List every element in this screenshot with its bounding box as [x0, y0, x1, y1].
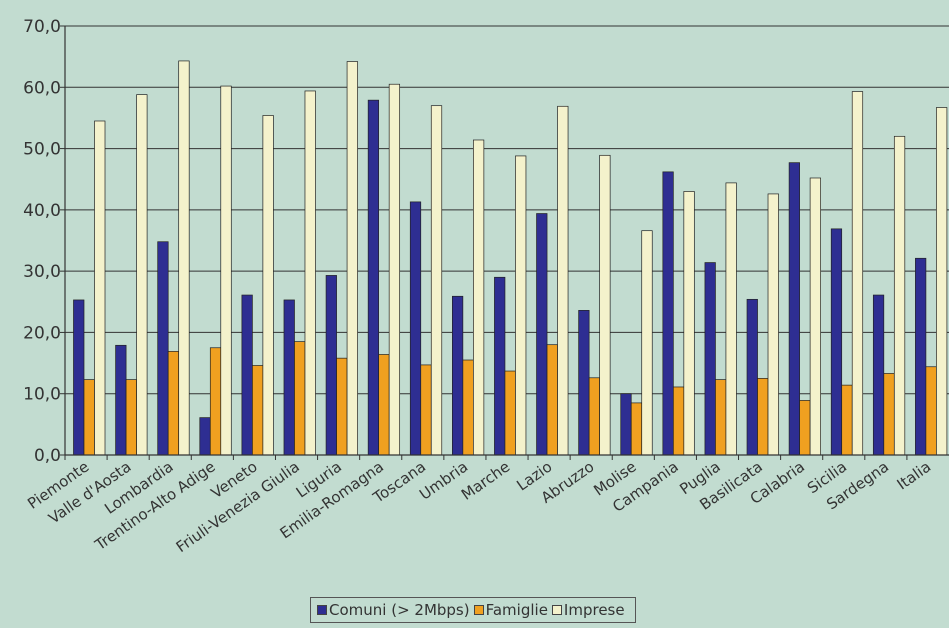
bar-imprese [683, 191, 695, 456]
bar-famiglie [336, 357, 348, 456]
bar-comuni [830, 228, 843, 456]
bar-famiglie [125, 379, 137, 456]
bar-famiglie [378, 354, 390, 456]
bar-imprese [473, 139, 485, 456]
legend-item-imprese: Imprese [551, 601, 625, 619]
y-tick-label: 20,0 [23, 323, 61, 343]
bar-imprese [220, 85, 232, 456]
bar-comuni [704, 262, 716, 456]
bar-comuni [746, 298, 758, 456]
bar-imprese [136, 94, 148, 456]
x-category-label: Marche [458, 458, 513, 504]
bar-famiglie [925, 366, 937, 456]
bar-comuni [241, 294, 253, 456]
legend-label-comuni: Comuni (> 2Mbps) [329, 601, 470, 619]
bars [73, 60, 948, 456]
bar-imprese [893, 135, 906, 456]
bar-famiglie [209, 347, 222, 456]
x-category-label: Italia [894, 458, 935, 494]
bar-comuni [73, 299, 85, 456]
bar-imprese [304, 90, 316, 456]
bar-imprese [851, 91, 864, 456]
bar-imprese [262, 115, 274, 456]
bar-imprese [599, 154, 611, 456]
bar-famiglie [757, 378, 769, 456]
bar-comuni [199, 417, 211, 456]
bar-comuni [662, 171, 674, 456]
legend: Comuni (> 2Mbps) Famiglie Imprese [310, 597, 636, 623]
bar-imprese [725, 182, 737, 456]
y-tick-label: 60,0 [23, 78, 61, 98]
bar-imprese [346, 61, 358, 456]
bar-famiglie [883, 373, 895, 456]
axes [64, 26, 949, 456]
bar-imprese [809, 177, 821, 456]
bar-imprese [767, 193, 779, 456]
legend-label-famiglie: Famiglie [485, 601, 548, 619]
bar-famiglie [462, 359, 474, 456]
bar-famiglie [546, 344, 558, 456]
bar-imprese [936, 107, 948, 456]
bar-famiglie [252, 365, 264, 456]
bar-famiglie [588, 377, 600, 456]
bar-famiglie [630, 402, 643, 456]
bar-comuni [578, 310, 590, 456]
bar-imprese [641, 230, 653, 456]
legend-swatch-imprese [551, 605, 562, 615]
bar-comuni [115, 344, 127, 456]
bar-comuni [283, 299, 295, 456]
bar-famiglie [294, 341, 306, 456]
y-tick-label: 10,0 [23, 385, 61, 405]
bar-imprese [94, 120, 106, 456]
bar-imprese [557, 105, 569, 456]
bar-comuni [325, 275, 337, 456]
bar-comuni [788, 162, 800, 456]
legend-label-imprese: Imprese [563, 601, 625, 619]
y-tick-label: 70,0 [23, 17, 61, 37]
bar-comuni [915, 257, 927, 456]
bar-comuni [620, 393, 632, 456]
y-tick-label: 50,0 [23, 140, 61, 160]
bar-imprese [388, 83, 401, 456]
legend-swatch-famiglie [473, 605, 484, 615]
bar-famiglie [420, 364, 432, 456]
y-tick-label: 40,0 [23, 201, 61, 221]
bar-imprese [178, 60, 190, 456]
bar-famiglie [672, 386, 685, 456]
y-tick-label: 0,0 [34, 446, 61, 466]
bar-famiglie [841, 384, 853, 456]
bar-comuni [452, 295, 464, 456]
bar-famiglie [83, 379, 95, 456]
legend-item-famiglie: Famiglie [473, 601, 548, 619]
bar-comuni [157, 241, 169, 456]
bar-famiglie [715, 379, 727, 456]
bar-imprese [430, 105, 443, 456]
y-tick-label: 30,0 [23, 262, 61, 282]
y-axis-tick-labels: 0,0 10,0 20,0 30,0 40,0 50,0 60,0 70,0 [23, 17, 61, 466]
bar-imprese [515, 155, 527, 456]
bar-comuni [367, 99, 380, 456]
bar-comuni [409, 201, 422, 456]
bar-famiglie [167, 351, 180, 456]
bar-famiglie [799, 400, 811, 456]
bar-comuni [872, 294, 885, 456]
bar-famiglie [504, 370, 516, 456]
legend-swatch-comuni [317, 605, 327, 615]
legend-item-comuni: Comuni (> 2Mbps) [317, 601, 470, 619]
bar-comuni [536, 213, 548, 456]
bar-comuni [494, 276, 506, 456]
